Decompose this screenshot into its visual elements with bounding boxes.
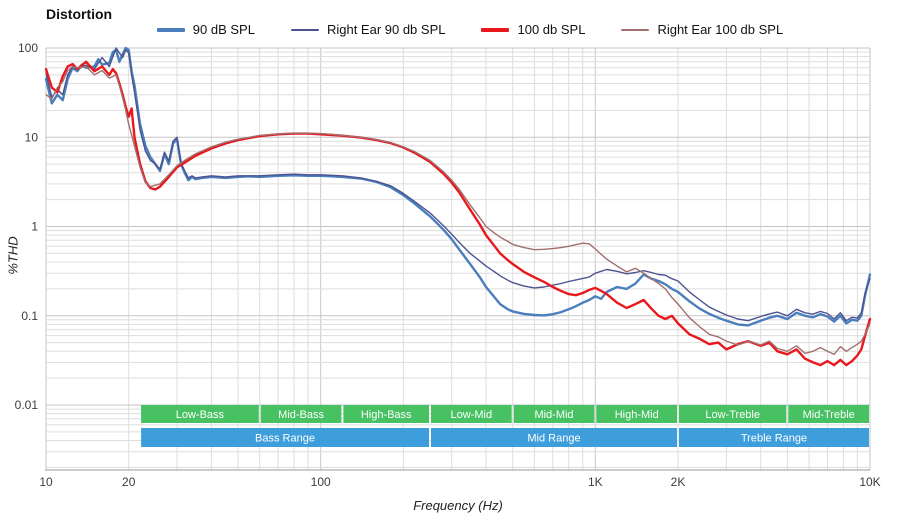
legend-label-right-ear-90-db-spl: Right Ear 90 db SPL xyxy=(326,22,446,37)
series-line-90-db-spl xyxy=(44,46,872,327)
sub-band-mid-bass: Mid-Bass xyxy=(260,405,342,423)
range-band-treble-range: Treble Range xyxy=(679,428,869,447)
chart-title: Distortion xyxy=(46,6,113,22)
band-label: High-Mid xyxy=(615,409,659,421)
y-tick-label: 0.01 xyxy=(15,398,39,412)
band-label: Bass Range xyxy=(255,433,315,445)
legend-item-right-ear-100-db-spl[interactable]: Right Ear 100 db SPL xyxy=(621,22,783,37)
band-label: Treble Range xyxy=(741,433,807,445)
series-lines xyxy=(44,46,872,367)
sub-band-low-mid: Low-Mid xyxy=(431,405,512,423)
band-label: Mid-Bass xyxy=(278,409,324,421)
legend-label-100-db-spl: 100 db SPL xyxy=(517,22,586,37)
x-tick-label: 10 xyxy=(39,475,53,489)
legend-swatch-90-db-spl xyxy=(156,27,185,32)
x-axis-label: Frequency (Hz) xyxy=(413,498,503,513)
legend-label-90-db-spl: 90 dB SPL xyxy=(192,22,255,37)
legend-swatch-right-ear-100-db-spl xyxy=(621,28,650,31)
band-label: Mid Range xyxy=(527,433,580,445)
x-tick-label: 20 xyxy=(122,475,136,489)
x-tick-label: 100 xyxy=(311,475,331,489)
y-tick-label: 100 xyxy=(18,41,38,55)
legend-swatch-right-ear-90-db-spl xyxy=(290,28,319,31)
y-axis-label: %THD xyxy=(5,236,21,275)
band-label: Low-Bass xyxy=(176,409,225,421)
sub-band-mid-treble: Mid-Treble xyxy=(788,405,869,423)
band-label: Low-Treble xyxy=(705,409,760,421)
band-annotations: Low-Bass Mid-Bass High-Bass Low-Mid Mid-Mid H… xyxy=(141,405,869,447)
band-label: High-Bass xyxy=(361,409,412,421)
band-label: Mid-Mid xyxy=(534,409,573,421)
y-tick-label: 1 xyxy=(31,220,38,234)
band-label: Mid-Treble xyxy=(803,409,855,421)
grid xyxy=(45,47,871,470)
sub-band-low-bass: Low-Bass xyxy=(141,405,259,423)
x-tick-label: 10K xyxy=(859,475,880,489)
sub-band-high-bass: High-Bass xyxy=(343,405,429,423)
y-tick-label: 0.1 xyxy=(21,309,38,323)
legend: 90 dB SPL Right Ear 90 db SPL 100 db SPL Ri… xyxy=(120,22,820,37)
sub-band-low-treble: Low-Treble xyxy=(679,405,787,423)
band-label: Low-Mid xyxy=(451,409,493,421)
series-line-right-ear-100-db-spl xyxy=(45,65,871,355)
legend-item-right-ear-90-db-spl[interactable]: Right Ear 90 db SPL xyxy=(290,22,446,37)
sub-band-high-mid: High-Mid xyxy=(596,405,677,423)
range-band-bass-range: Bass Range xyxy=(141,428,429,447)
legend-item-100-db-spl[interactable]: 100 db SPL xyxy=(481,22,585,37)
tick-labels: 100 10 1 0.1 0.01 10 20 100 1K 2K 10K xyxy=(15,41,881,489)
legend-item-90-db-spl[interactable]: 90 dB SPL xyxy=(156,22,255,37)
range-band-mid-range: Mid Range xyxy=(431,428,677,447)
series-line-right-ear-90-db-spl xyxy=(45,47,871,322)
sub-band-mid-mid: Mid-Mid xyxy=(513,405,595,423)
y-tick-label: 10 xyxy=(25,130,39,144)
x-tick-label: 2K xyxy=(671,475,686,489)
x-tick-label: 1K xyxy=(588,475,603,489)
legend-swatch-100-db-spl xyxy=(481,27,510,32)
legend-label-right-ear-100-db-spl: Right Ear 100 db SPL xyxy=(657,22,784,37)
